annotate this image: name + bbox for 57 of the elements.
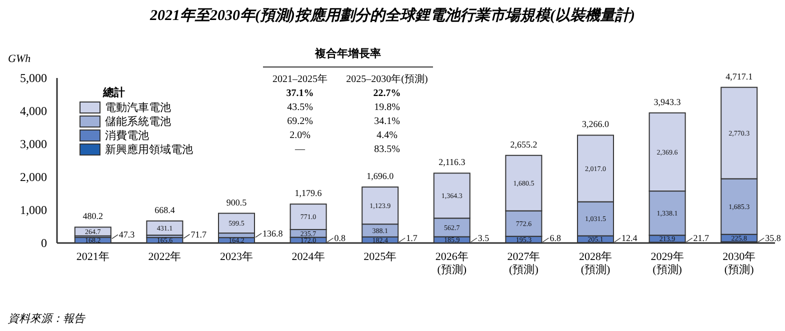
x-tick-label: 2027年 (預測) xyxy=(507,251,540,276)
annotation: 19.8% xyxy=(374,102,400,113)
annotation: 4.4% xyxy=(376,130,398,141)
data-label: 21.7 xyxy=(693,233,710,243)
legend-label: 新興應用領域電池 xyxy=(105,143,193,156)
y-axis-title: GWh xyxy=(8,53,32,65)
legend-label: 儲能系統電池 xyxy=(105,115,171,128)
x-tick-label: 2026年 (預測) xyxy=(435,251,468,276)
y-tick-label: 0 xyxy=(41,236,47,250)
source-note: 資料來源：報告 xyxy=(8,312,86,325)
data-label: 12.4 xyxy=(622,233,638,243)
data-label: 6.8 xyxy=(550,233,562,243)
total-label: 3,943.3 xyxy=(654,96,682,107)
total-label: 900.5 xyxy=(226,197,248,208)
y-tick-label: 1,000 xyxy=(20,203,47,217)
legend-title: 總計 xyxy=(102,86,125,99)
x-tick-label: 2029年 (預測) xyxy=(650,251,684,276)
annotation: 69.2% xyxy=(287,116,313,127)
x-tick-label: 2025年 xyxy=(364,251,397,263)
annotation: 37.1% xyxy=(286,88,314,99)
annotation: 83.5% xyxy=(374,144,400,155)
data-label: 71.7 xyxy=(190,229,207,240)
text: 複合年增長率 xyxy=(314,47,381,60)
total-label: 2,116.3 xyxy=(438,157,466,168)
y-tick-label: 2,000 xyxy=(20,170,47,184)
data-label: 35.8 xyxy=(765,233,782,243)
y-tick-label: 5,000 xyxy=(20,71,47,85)
total-label: 668.4 xyxy=(154,204,176,215)
data-label: 0.8 xyxy=(334,233,346,243)
x-tick-label: 2028年 (預測) xyxy=(579,251,612,276)
legend-label: 電動汽車電池 xyxy=(105,101,171,114)
annotation: 34.1% xyxy=(374,116,400,127)
x-tick-label: 2030年 (預測) xyxy=(722,251,756,276)
legend-label: 消費電池 xyxy=(105,129,149,142)
annotation: — xyxy=(294,144,306,155)
total-label: 4,717.1 xyxy=(726,71,753,82)
y-tick-label: 4,000 xyxy=(20,104,47,118)
data-label: 47.3 xyxy=(118,230,136,240)
data-label: 3.5 xyxy=(478,233,490,243)
total-label: 3,266.0 xyxy=(582,119,610,130)
annotation: 2025–2030年(預測) xyxy=(346,73,428,85)
total-label: 1,696.0 xyxy=(366,171,394,182)
data-label: 1.7 xyxy=(406,233,418,243)
chart-title: 2021年至2030年(預測)按應用劃分的全球鋰電池行業市場規模(以裝機量計) xyxy=(149,6,635,24)
x-tick-label: 2024年 xyxy=(292,251,325,263)
y-tick-label: 3,000 xyxy=(20,137,47,151)
annotation: 43.5% xyxy=(287,102,313,113)
total-label: 2,655.2 xyxy=(510,139,538,150)
total-label: 1,179.6 xyxy=(294,188,322,198)
x-tick-label: 2021年 xyxy=(76,251,110,263)
annotation: 2.0% xyxy=(290,130,310,141)
total-label: 480.2 xyxy=(82,211,104,222)
annotation: 2021–2025年 xyxy=(272,73,328,85)
x-tick-label: 2023年 xyxy=(220,251,253,263)
annotation: 22.7% xyxy=(373,88,401,99)
data-label: 136.8 xyxy=(262,228,284,238)
x-tick-label: 2022年 xyxy=(148,251,182,263)
